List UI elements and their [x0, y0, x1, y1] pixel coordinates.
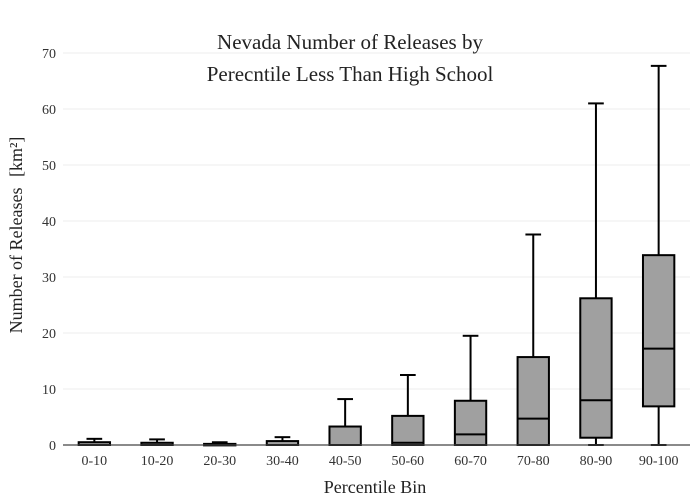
- y-axis-title: Number of Releases: [6, 187, 26, 333]
- x-tick-label: 0-10: [82, 454, 108, 469]
- box-series: [77, 64, 676, 447]
- box-0-10: [77, 437, 112, 447]
- box-60-70: [453, 334, 488, 447]
- x-tick-label: 90-100: [639, 454, 679, 469]
- x-tick-label: 20-30: [203, 454, 236, 469]
- y-axis-title-group: Number of Releases [km²]: [6, 137, 26, 334]
- iqr-box: [391, 414, 425, 447]
- x-tick-label: 50-60: [392, 454, 425, 469]
- x-tick-label: 30-40: [266, 454, 299, 469]
- box-10-20: [140, 438, 174, 447]
- y-tick-label: 20: [42, 327, 56, 342]
- x-tick-label: 80-90: [580, 454, 613, 469]
- gridlines: [63, 52, 690, 390]
- box-40-50: [328, 398, 362, 446]
- iqr-box: [328, 425, 362, 446]
- y-tick-label: 70: [42, 47, 56, 62]
- box-50-60: [391, 374, 425, 447]
- box-90-100: [641, 64, 676, 446]
- y-tick-label: 50: [42, 159, 56, 174]
- iqr-box: [516, 356, 550, 446]
- chart-title-line-2: Perecntile Less Than High School: [207, 62, 494, 86]
- chart-title-line-1: Nevada Number of Releases by: [217, 30, 483, 54]
- iqr-box: [453, 399, 488, 447]
- x-tick-label: 70-80: [517, 454, 550, 469]
- axes: 0 10 20 30 40 50 60 70 0-10 10-20 20-30 30-40 40-50 5…: [42, 47, 690, 469]
- iqr-box: [641, 254, 676, 408]
- iqr-box: [579, 297, 613, 439]
- x-tick-label: 40-50: [329, 454, 362, 469]
- box-80-90: [579, 102, 613, 446]
- x-axis-title: Percentile Bin: [324, 477, 426, 497]
- y-tick-label: 60: [42, 103, 56, 118]
- y-tick-label: 30: [42, 271, 56, 286]
- svg-text:Number of Releases [km: Number of Releases [km²]: [6, 137, 26, 334]
- y-axis-unit: [km²]: [6, 137, 26, 177]
- y-tick-label: 10: [42, 383, 56, 398]
- box-70-80: [516, 233, 550, 446]
- x-tick-label: 10-20: [141, 454, 174, 469]
- box-30-40: [265, 436, 300, 446]
- y-tick-label: 40: [42, 215, 56, 230]
- x-tick-label: 60-70: [454, 454, 487, 469]
- y-tick-label: 0: [49, 439, 56, 454]
